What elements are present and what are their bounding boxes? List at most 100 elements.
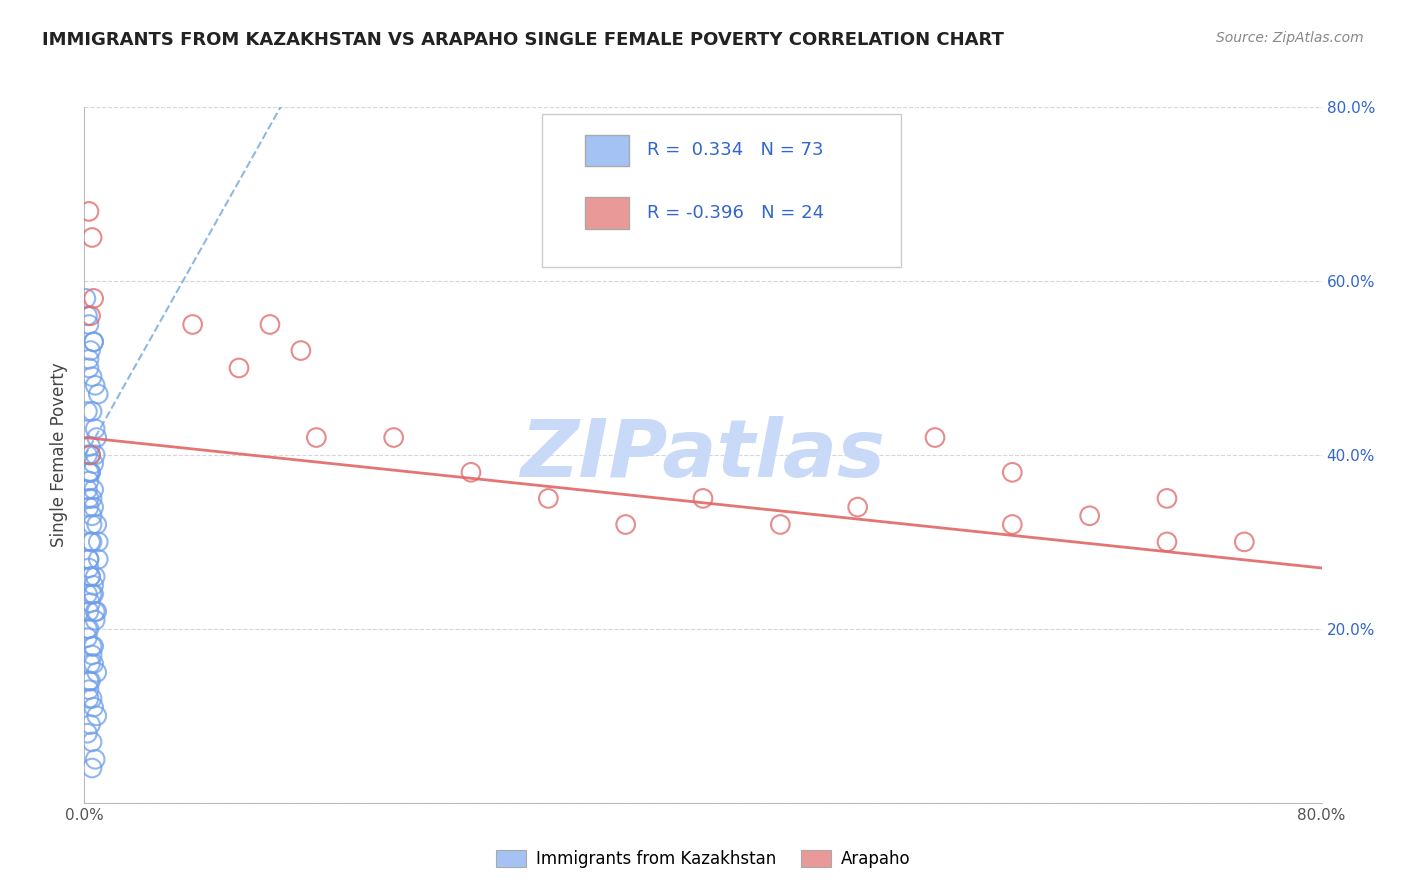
Point xyxy=(460,466,482,480)
Point xyxy=(83,334,105,349)
Point xyxy=(382,431,405,445)
Point xyxy=(79,570,101,584)
Text: ZIPatlas: ZIPatlas xyxy=(520,416,886,494)
Point xyxy=(846,500,869,514)
Point xyxy=(87,552,110,566)
Point xyxy=(84,570,107,584)
Point xyxy=(77,466,100,480)
Point xyxy=(77,352,100,367)
Point xyxy=(79,596,101,610)
Point xyxy=(924,431,946,445)
Point xyxy=(79,466,101,480)
Point xyxy=(86,517,108,532)
Point xyxy=(77,360,100,375)
Point xyxy=(1233,534,1256,549)
Point xyxy=(259,318,281,332)
Point xyxy=(76,622,98,636)
FancyBboxPatch shape xyxy=(543,114,901,267)
Point xyxy=(79,439,101,453)
Bar xyxy=(585,135,628,166)
Point xyxy=(79,570,101,584)
Point xyxy=(769,517,792,532)
Point xyxy=(77,474,100,488)
Point xyxy=(76,404,98,418)
Point xyxy=(77,318,100,332)
Point xyxy=(1078,508,1101,523)
Point xyxy=(75,291,97,305)
Point xyxy=(87,534,110,549)
Point xyxy=(76,726,98,740)
Text: IMMIGRANTS FROM KAZAKHSTAN VS ARAPAHO SINGLE FEMALE POVERTY CORRELATION CHART: IMMIGRANTS FROM KAZAKHSTAN VS ARAPAHO SI… xyxy=(42,31,1004,49)
Point xyxy=(82,534,104,549)
Point xyxy=(79,717,101,731)
Point xyxy=(79,448,101,462)
Y-axis label: Single Female Poverty: Single Female Poverty xyxy=(51,363,69,547)
Point xyxy=(84,448,107,462)
Point xyxy=(77,552,100,566)
Text: R =  0.334   N = 73: R = 0.334 N = 73 xyxy=(647,141,824,160)
Point xyxy=(76,587,98,601)
Point xyxy=(77,552,100,566)
Point xyxy=(76,483,98,497)
Point xyxy=(86,665,108,680)
Point xyxy=(181,318,204,332)
Point xyxy=(79,448,101,462)
Point xyxy=(83,700,105,714)
Point xyxy=(77,674,100,689)
Point xyxy=(77,491,100,506)
Point xyxy=(86,605,108,619)
Point xyxy=(87,387,110,401)
Point xyxy=(537,491,560,506)
Legend: Immigrants from Kazakhstan, Arapaho: Immigrants from Kazakhstan, Arapaho xyxy=(489,843,917,875)
Point xyxy=(84,605,107,619)
Point xyxy=(82,735,104,749)
Point xyxy=(79,309,101,323)
Point xyxy=(83,500,105,514)
Point xyxy=(83,483,105,497)
Point xyxy=(1156,491,1178,506)
Point xyxy=(692,491,714,506)
Point xyxy=(82,230,104,244)
Point xyxy=(77,691,100,706)
Point xyxy=(83,578,105,592)
Point xyxy=(82,648,104,662)
Point xyxy=(77,622,100,636)
Point xyxy=(82,639,104,653)
Point xyxy=(82,587,104,601)
Point xyxy=(77,605,100,619)
Point xyxy=(82,761,104,775)
Point xyxy=(83,639,105,653)
Point xyxy=(82,369,104,384)
Point xyxy=(82,517,104,532)
Point xyxy=(82,491,104,506)
Point xyxy=(79,343,101,358)
Point xyxy=(83,291,105,305)
Point xyxy=(82,508,104,523)
Point xyxy=(84,613,107,627)
Point xyxy=(86,708,108,723)
Point xyxy=(79,466,101,480)
Bar xyxy=(585,197,628,228)
Point xyxy=(79,657,101,671)
Point xyxy=(228,360,250,375)
Point xyxy=(1001,466,1024,480)
Point xyxy=(79,674,101,689)
Point xyxy=(83,657,105,671)
Point xyxy=(76,631,98,645)
Point xyxy=(290,343,312,358)
Point xyxy=(82,404,104,418)
Point xyxy=(84,378,107,392)
Point xyxy=(305,431,328,445)
Point xyxy=(1156,534,1178,549)
Point xyxy=(83,457,105,471)
Point xyxy=(82,691,104,706)
Text: Source: ZipAtlas.com: Source: ZipAtlas.com xyxy=(1216,31,1364,45)
Point xyxy=(77,500,100,514)
Point xyxy=(614,517,637,532)
Point xyxy=(84,752,107,766)
Point xyxy=(77,561,100,575)
Point xyxy=(79,534,101,549)
Point xyxy=(83,334,105,349)
Point xyxy=(77,204,100,219)
Point xyxy=(77,682,100,697)
